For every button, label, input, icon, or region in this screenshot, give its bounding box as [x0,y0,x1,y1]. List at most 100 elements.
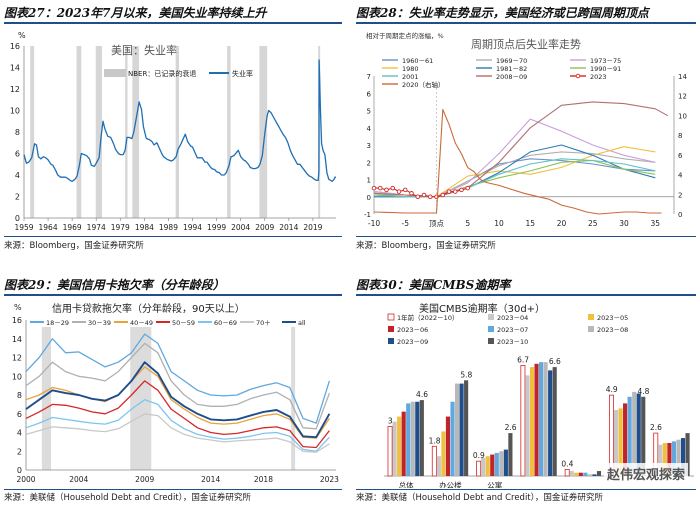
x-tick-label: 2014 [201,475,220,484]
x-tick-label: 2023 [320,475,339,484]
legend-label: 2023－07 [497,326,528,334]
y-axis-unit: % [14,303,22,312]
x-tick-label: 1979 [111,223,130,232]
x-tick-label: 20 [557,219,567,228]
legend-recession-label: NBER：已记录的衰退 [128,69,196,78]
series-point [371,185,377,191]
chart-inner-title: 信用卡贷款拖欠率（分年龄段，90天以上） [52,302,245,315]
series-line [374,144,656,198]
legend-label: 1990－91 [590,65,621,73]
bar [441,431,446,476]
y-tick-label: 2 [17,447,22,456]
series-line [373,158,656,198]
recession-band [125,46,128,218]
left-tick-label: 0 [367,194,371,202]
bar [623,403,628,476]
figure-27-title: 图表27：2023年7月以来，美国失业率持续上升 [4,6,267,20]
bar [632,391,637,476]
title-rule [4,22,342,24]
x-tick-label: 35 [650,219,660,228]
legend-bg [196,317,240,327]
credit-card-delinquency-chart: 0 2 4 6 8 10 12 14 16 2000 2004 2009 2014 2018 2023% 信用… [12,302,339,484]
bar [569,471,574,476]
bar [454,383,460,476]
left-tick-label: 1 [367,177,371,185]
left-tick-label: 4 [367,125,372,133]
series-point [421,192,427,198]
legend-swatch [588,314,594,320]
series-point [446,189,452,194]
x-tick-label: 30 [619,219,629,228]
bar [410,401,415,476]
bar [534,363,539,476]
recession-band [227,46,231,218]
bar [499,451,504,476]
x-tick-label: 2004 [69,475,88,484]
bar-data-label: 4.8 [637,387,649,396]
x-tick-label: 2019 [303,223,322,232]
y-tick-label: 6 [15,150,20,159]
figure-28-title: 图表28：失业率走势显示，美国经济或已跨国周期顶点 [356,6,649,20]
bar [436,456,441,476]
figure-29-source: 来源：美联储（Household Debt and Credit），国金证券研究… [4,493,251,503]
recession-band [130,320,152,470]
category-label: 公寓 [487,480,502,488]
category-label: 办公楼 [439,480,462,488]
legend-bg [380,56,470,64]
bar [419,400,424,476]
figure-27-panel: 图表27：2023年7月以来，美国失业率持续上升 0 2 4 6 8 10 12 14 16 19… [4,4,342,252]
x-tick-label: 10 [494,219,504,228]
legend-label: all [298,319,306,327]
x-tick-label: 2000 [16,475,35,484]
bar-data-label: 2.6 [650,423,662,432]
series-point [384,187,389,193]
legend-label: 2023－05 [597,314,628,322]
y-tick-label: 8 [15,128,20,137]
y-tick-label: 6 [17,410,22,419]
legend-bg [474,64,564,72]
bar [552,367,557,476]
recession-band [175,46,180,218]
series-point [396,189,402,194]
legend-swatch [388,326,394,332]
right-tick-label: 8 [678,132,682,140]
bar [618,408,623,476]
left-tick-label: -1 [364,211,371,219]
series-line [373,159,656,198]
bar [592,474,597,476]
bar [543,362,548,476]
series-line [25,333,331,424]
figure-30-title: 图表30：美国CMBS逾期率 [356,278,511,292]
bar [392,421,397,476]
bar [397,416,402,476]
legend-unemployment-label: 失业率 [232,69,253,78]
bar [583,472,588,476]
bar [485,456,490,476]
x-tick-label: 1999 [207,223,226,232]
legend-bg [70,317,114,327]
bar [464,380,469,476]
legend-label: 2020（右轴） [402,80,445,89]
series-line [25,342,331,430]
bar [658,444,663,476]
y-tick-label: 14 [12,335,22,344]
x-tick-label: 1959 [14,223,33,232]
legend-bg [280,317,324,327]
source-rule [4,489,342,490]
bar-data-label: 6.6 [549,357,561,366]
legend-label: 70＋ [256,319,271,327]
series-point [390,185,396,191]
bar-data-label: 2.6 [505,423,517,432]
recession-band [95,46,102,218]
chart-inner-title: 美国：失业率 [111,43,177,57]
bar [548,370,553,476]
bar-data-label: 6.7 [517,355,529,364]
title-rule [4,294,342,296]
x-tick-label: -5 [402,219,410,228]
bar [450,401,455,476]
y-tick-label: 2 [15,193,20,202]
right-tick-label: 0 [678,211,682,219]
legend-label: 1973－75 [590,57,621,65]
series-line [373,146,656,198]
right-tick-label: 10 [678,112,687,120]
